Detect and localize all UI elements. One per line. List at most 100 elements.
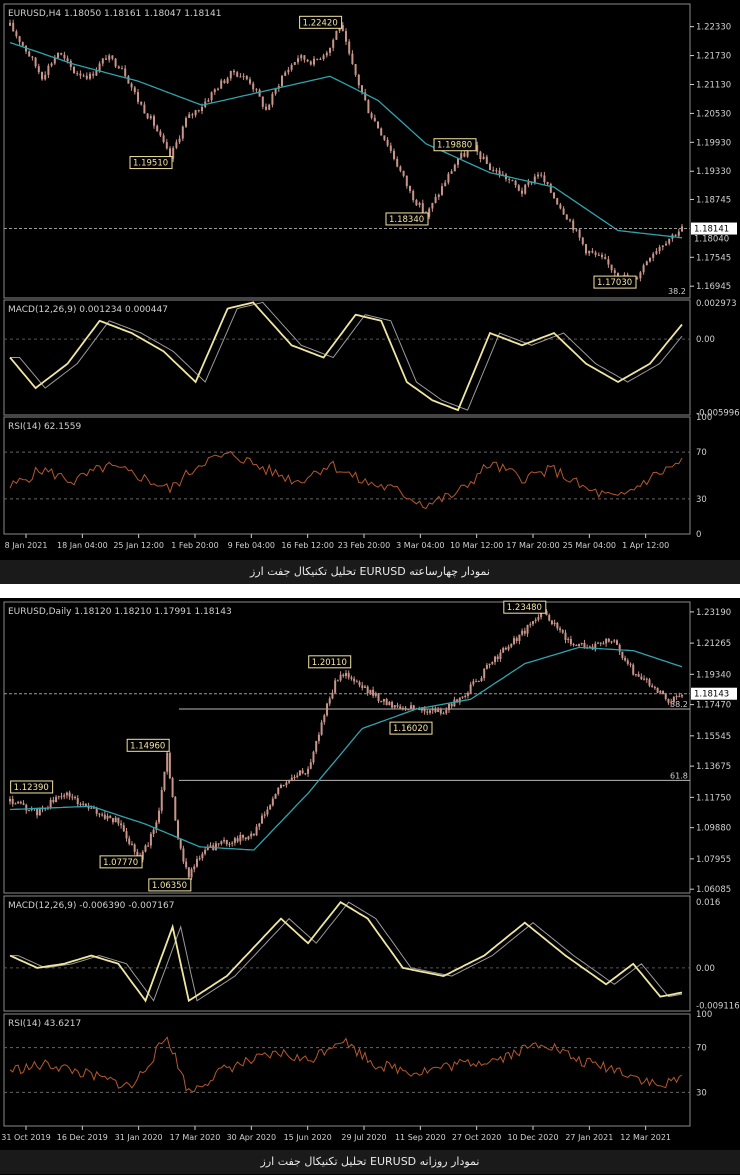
candle-body [303, 55, 306, 60]
x-tick-label: 25 Jan 12:00 [113, 541, 164, 550]
candle-body [169, 148, 171, 159]
candle-body [569, 639, 572, 645]
candle-body [98, 813, 101, 815]
rsi-tick-label: 100 [696, 1010, 712, 1020]
candle-body [407, 709, 410, 711]
candle-body [201, 106, 203, 111]
candle-body [345, 673, 347, 677]
candle-body [12, 22, 15, 32]
candle-body [645, 261, 648, 266]
candle-body [125, 831, 128, 839]
candle-body [52, 799, 55, 803]
price-annotation-box [389, 721, 433, 735]
candle-body [76, 73, 79, 75]
candle-body [239, 834, 242, 842]
candle-body [307, 768, 310, 774]
candle-body [290, 64, 293, 70]
daily-chart[interactable]: EURUSD,Daily 1.18120 1.18210 1.17991 1.1… [0, 598, 740, 1143]
candle-body [217, 88, 219, 90]
candle-body [175, 142, 178, 148]
candle-body [540, 610, 543, 618]
candle-body [649, 257, 651, 262]
candle-body [9, 22, 11, 26]
candle-body [492, 170, 495, 172]
candle-body [421, 203, 424, 213]
candle-body [342, 674, 345, 677]
candle-body [399, 166, 402, 171]
candle-body [106, 816, 109, 819]
candle-body [354, 63, 357, 75]
candle-body [460, 153, 463, 159]
candle-body [559, 204, 562, 209]
candle-body [426, 711, 429, 713]
candle-body [583, 642, 586, 648]
candle-body [252, 833, 255, 836]
h4-chart[interactable]: EURUSD,H4 1.18050 1.18161 1.18047 1.1814… [0, 0, 740, 552]
price-tick-label: 1.18745 [696, 195, 731, 205]
candle-body [480, 677, 483, 682]
macd-tick-label: 0.002973 [696, 299, 737, 309]
candle-body [204, 849, 207, 854]
candle-body [120, 823, 123, 826]
price-annotation-label: 1.18340 [389, 215, 424, 225]
candle-body [95, 807, 98, 814]
candle-body [377, 693, 380, 702]
candle-body [386, 139, 389, 146]
candle-body [388, 701, 391, 706]
candle-body [431, 708, 434, 711]
candle-body [485, 156, 488, 164]
price-annotation-label: 1.23480 [507, 603, 542, 613]
candle-body [18, 36, 21, 43]
macd-tick-label: -0.009116 [696, 1001, 740, 1011]
candle-body [95, 70, 98, 76]
candle-body [442, 713, 445, 715]
candle-body [242, 834, 245, 838]
candle-body [634, 674, 637, 676]
candle-body [265, 106, 267, 110]
candle-body [521, 630, 524, 635]
candle-body [428, 208, 431, 217]
candle-body [165, 142, 168, 149]
candle-body [158, 810, 161, 823]
candle-body [44, 74, 47, 80]
x-tick-label: 15 Jun 2020 [284, 1133, 332, 1142]
candle-body [17, 801, 20, 804]
candle-body [637, 674, 640, 677]
macd-tick-label: 0.00 [696, 335, 715, 345]
price-annotation-box [99, 855, 143, 869]
candle-body [504, 647, 507, 650]
candle-body [469, 684, 472, 693]
price-tick-label: 1.13675 [696, 762, 731, 772]
candle-body [141, 851, 144, 860]
x-tick-label: 3 Mar 04:00 [396, 541, 444, 550]
candle-body [511, 180, 514, 182]
candle-body [195, 859, 198, 867]
candle-body [499, 652, 502, 659]
candle-body [618, 644, 621, 652]
candle-body [599, 642, 602, 644]
candle-body [143, 104, 146, 114]
candle-body [144, 845, 147, 852]
candle-body [642, 265, 645, 273]
candle-body [515, 638, 518, 641]
candle-body [60, 53, 63, 55]
candle-body [274, 88, 277, 94]
candle-body [396, 158, 399, 167]
candle-body [225, 840, 228, 845]
candle-body [277, 787, 280, 794]
candle-body [166, 752, 169, 772]
price-annotation-box [433, 138, 477, 152]
candle-body [155, 822, 158, 830]
macd-title: MACD(12,26,9) -0.006390 -0.007167 [8, 901, 174, 911]
candle-body [293, 62, 296, 65]
candle-body [434, 196, 437, 203]
candle-body [578, 229, 581, 238]
candle-body [233, 838, 236, 843]
candle-body [601, 254, 603, 258]
candle-body [301, 770, 304, 774]
candle-body [659, 690, 662, 693]
price-tick-label: 1.17545 [696, 253, 731, 263]
candle-body [57, 796, 60, 798]
candle-body [114, 817, 117, 823]
candle-body [677, 231, 680, 236]
